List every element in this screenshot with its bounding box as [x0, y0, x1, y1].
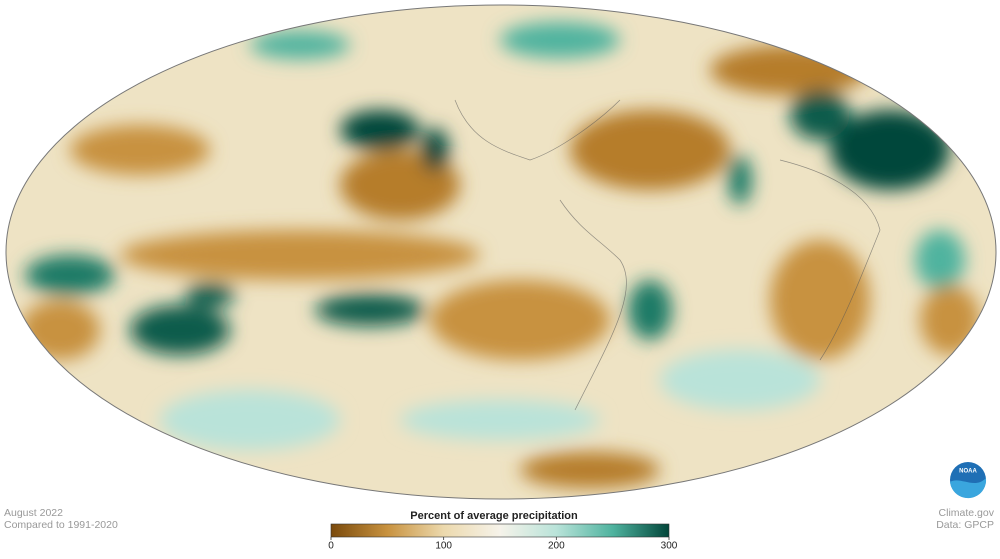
- baseline: Compared to 1991-2020: [4, 519, 118, 531]
- tick-label: 200: [548, 541, 565, 552]
- colorbar: [330, 523, 670, 538]
- globe-outline: [5, 4, 997, 500]
- noaa-logo: NOAA: [950, 462, 987, 499]
- precip-field: [20, 22, 980, 488]
- logo-text: NOAA: [959, 469, 977, 475]
- site-credit: Climate.gov: [939, 507, 995, 519]
- data-credit: Data: GPCP: [936, 519, 994, 531]
- colorbar-ticks: 0 100 200 300: [328, 537, 678, 552]
- tick-label: 0: [328, 541, 334, 552]
- date: August 2022: [4, 507, 63, 519]
- legend-title: Percent of average precipitation: [410, 510, 578, 522]
- tick-label: 300: [661, 541, 678, 552]
- tick-label: 100: [435, 541, 452, 552]
